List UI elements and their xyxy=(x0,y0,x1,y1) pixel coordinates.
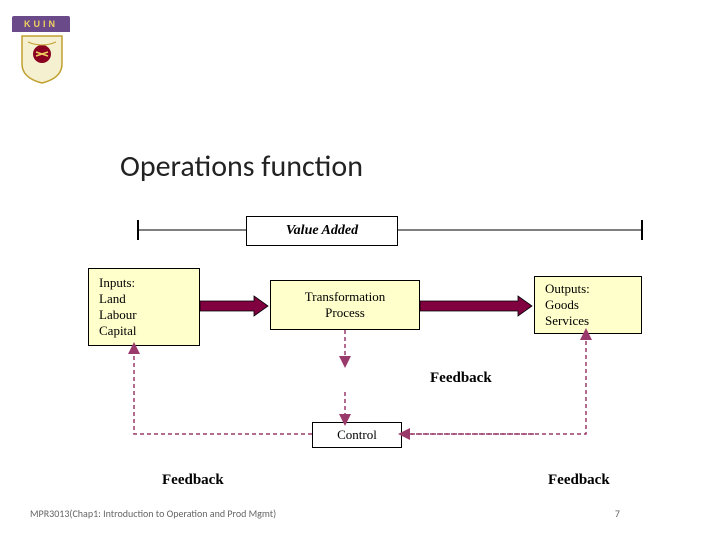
control-box: Control xyxy=(312,422,402,448)
logo: KUIN xyxy=(12,16,72,88)
feedback-label-top: Feedback xyxy=(430,370,492,387)
logo-shield xyxy=(18,34,66,84)
outputs-line: Outputs: xyxy=(545,281,631,297)
value-added-box: Value Added xyxy=(246,216,398,246)
outputs-line: Services xyxy=(545,313,631,329)
transform-line: Process xyxy=(271,305,419,321)
transform-line: Transformation xyxy=(271,289,419,305)
inputs-line: Labour xyxy=(99,307,189,323)
outputs-box: Outputs: Goods Services xyxy=(534,276,642,334)
inputs-line: Inputs: xyxy=(99,275,189,291)
inputs-line: Land xyxy=(99,291,189,307)
inputs-box: Inputs: Land Labour Capital xyxy=(88,268,200,346)
outputs-line: Goods xyxy=(545,297,631,313)
page-title: Operations function xyxy=(120,148,363,185)
feedback-label-right: Feedback xyxy=(548,472,610,489)
footer-text: MPR3013(Chap1: Introduction to Operation… xyxy=(30,507,276,520)
logo-banner: KUIN xyxy=(12,16,70,32)
inputs-line: Capital xyxy=(99,323,189,339)
page-number: 7 xyxy=(615,507,620,520)
transformation-box: Transformation Process xyxy=(270,280,420,330)
feedback-label-left: Feedback xyxy=(162,472,224,489)
